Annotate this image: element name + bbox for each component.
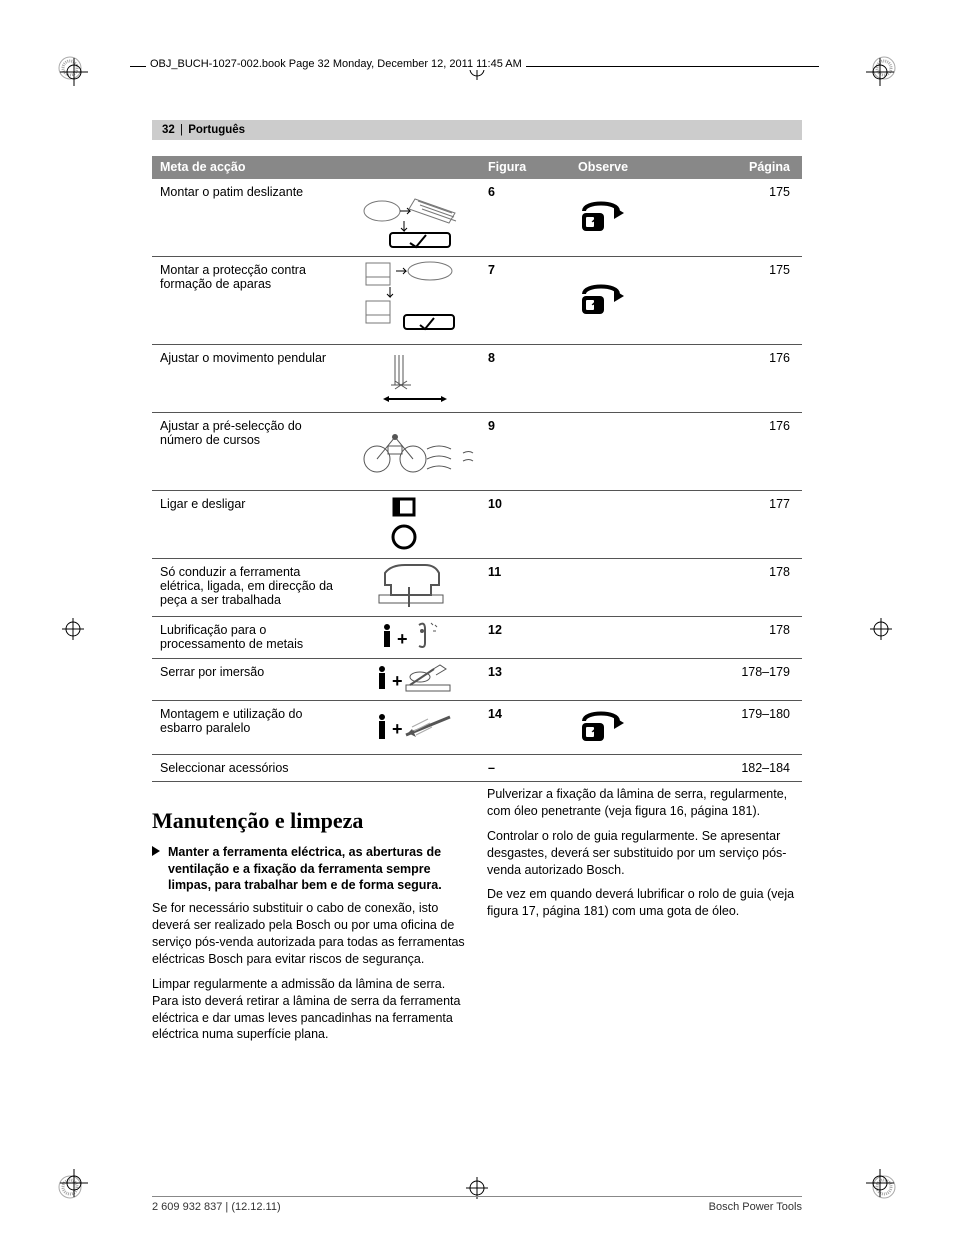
table-row: Ligar e desligar 10 177 <box>152 491 802 559</box>
separator: | <box>175 124 188 136</box>
figure-number: 10 <box>480 491 570 559</box>
observe-cell <box>570 413 690 491</box>
observe-cell <box>570 701 690 755</box>
figure-number: 13 <box>480 659 570 701</box>
svg-text:+: + <box>392 719 403 739</box>
svg-text:+: + <box>392 671 403 691</box>
action-illustration <box>350 755 480 782</box>
action-illustration <box>350 345 480 413</box>
page-ref: 177 <box>690 491 802 559</box>
figure-number: 9 <box>480 413 570 491</box>
col-page: Página <box>690 156 802 179</box>
observe-cell <box>570 559 690 617</box>
col-action: Meta de acção <box>152 156 480 179</box>
observe-cell <box>570 257 690 345</box>
table-row: Seleccionar acessórios – 182–184 <box>152 755 802 782</box>
page-content: 32 | Português Meta de acção Figura Obse… <box>152 120 802 1051</box>
figure-number: 11 <box>480 559 570 617</box>
action-illustration <box>350 413 480 491</box>
page-footer: 2 609 932 837 | (12.12.11) Bosch Power T… <box>152 1196 802 1213</box>
observe-icon <box>578 280 624 318</box>
action-description: Ajustar o movimento pendular <box>152 345 350 413</box>
bullet-text: Manter a ferramenta eléctrica, as abertu… <box>168 844 467 895</box>
footer-brand: Bosch Power Tools <box>709 1201 802 1213</box>
paragraph: Controlar o rolo de guia regularmente. S… <box>487 828 802 879</box>
paragraph: Limpar regularmente a admissão da lâmina… <box>152 976 467 1044</box>
table-row: Ajustar o movimento pendular 8 176 <box>152 345 802 413</box>
observe-cell <box>570 179 690 257</box>
bullet-arrow-icon <box>152 844 162 895</box>
crop-mark-icon <box>60 1169 88 1197</box>
action-table: Meta de acção Figura Observe Página Mont… <box>152 156 802 782</box>
observe-icon <box>578 707 624 745</box>
svg-text:+: + <box>397 629 408 649</box>
observe-cell <box>570 345 690 413</box>
registration-mark-icon <box>62 618 84 640</box>
left-column: Manutenção e limpeza Manter a ferramenta… <box>152 782 467 1051</box>
figure-number: 12 <box>480 617 570 659</box>
page-number: 32 <box>162 124 175 136</box>
table-row: Lubrificação para o processamento de met… <box>152 617 802 659</box>
action-illustration <box>350 491 480 559</box>
observe-cell <box>570 491 690 559</box>
figure-number: 7 <box>480 257 570 345</box>
observe-cell <box>570 659 690 701</box>
action-description: Montar a protecção contra formação de ap… <box>152 257 350 345</box>
page-ref: 179–180 <box>690 701 802 755</box>
action-description: Seleccionar acessórios <box>152 755 350 782</box>
action-illustration <box>350 257 480 345</box>
action-description: Serrar por imersão <box>152 659 350 701</box>
action-description: Montar o patim deslizante <box>152 179 350 257</box>
figure-number: 8 <box>480 345 570 413</box>
page-stamp: OBJ_BUCH-1027-002.book Page 32 Monday, D… <box>146 58 526 70</box>
table-header-row: Meta de acção Figura Observe Página <box>152 156 802 179</box>
action-illustration: + <box>350 659 480 701</box>
table-row: Ajustar a pré-selecção do número de curs… <box>152 413 802 491</box>
action-description: Lubrificação para o processamento de met… <box>152 617 350 659</box>
action-description: Só conduzir a ferramenta elétrica, ligad… <box>152 559 350 617</box>
observe-icon <box>578 197 624 235</box>
action-description: Ligar e desligar <box>152 491 350 559</box>
observe-cell <box>570 617 690 659</box>
figure-number: – <box>480 755 570 782</box>
action-illustration <box>350 559 480 617</box>
col-figure: Figura <box>480 156 570 179</box>
action-description: Ajustar a pré-selecção do número de curs… <box>152 413 350 491</box>
paragraph: Pulverizar a fixação da lâmina de serra,… <box>487 786 802 820</box>
language-label: Português <box>188 124 245 136</box>
right-column: Pulverizar a fixação da lâmina de serra,… <box>487 782 802 1051</box>
page-ref: 176 <box>690 345 802 413</box>
page-ref: 175 <box>690 257 802 345</box>
table-row: Montagem e utilização do esbarro paralel… <box>152 701 802 755</box>
page-ref: 178 <box>690 617 802 659</box>
crop-mark-icon <box>60 58 88 86</box>
action-illustration <box>350 179 480 257</box>
action-description: Montagem e utilização do esbarro paralel… <box>152 701 350 755</box>
table-row: Só conduzir a ferramenta elétrica, ligad… <box>152 559 802 617</box>
page-ref: 182–184 <box>690 755 802 782</box>
page-ref: 176 <box>690 413 802 491</box>
figure-number: 14 <box>480 701 570 755</box>
page-ref: 178 <box>690 559 802 617</box>
table-row: Montar a protecção contra formação de ap… <box>152 257 802 345</box>
page-ref: 175 <box>690 179 802 257</box>
col-observe: Observe <box>570 156 690 179</box>
page-ref: 178–179 <box>690 659 802 701</box>
paragraph: Se for necessário substituir o cabo de c… <box>152 900 467 968</box>
table-row: Serrar por imersão +13 178–179 <box>152 659 802 701</box>
body-columns: Manutenção e limpeza Manter a ferramenta… <box>152 782 802 1051</box>
footer-doc-id: 2 609 932 837 | (12.12.11) <box>152 1201 281 1213</box>
action-illustration: + <box>350 617 480 659</box>
safety-bullet: Manter a ferramenta eléctrica, as abertu… <box>152 844 467 895</box>
figure-number: 6 <box>480 179 570 257</box>
registration-mark-icon <box>870 618 892 640</box>
crop-mark-icon <box>866 1169 894 1197</box>
observe-cell <box>570 755 690 782</box>
table-row: Montar o patim deslizante 6 175 <box>152 179 802 257</box>
paragraph: De vez em quando deverá lubrificar o rol… <box>487 886 802 920</box>
crop-mark-icon <box>866 58 894 86</box>
section-title: Manutenção e limpeza <box>152 806 467 836</box>
language-bar: 32 | Português <box>152 120 802 140</box>
action-illustration: + <box>350 701 480 755</box>
